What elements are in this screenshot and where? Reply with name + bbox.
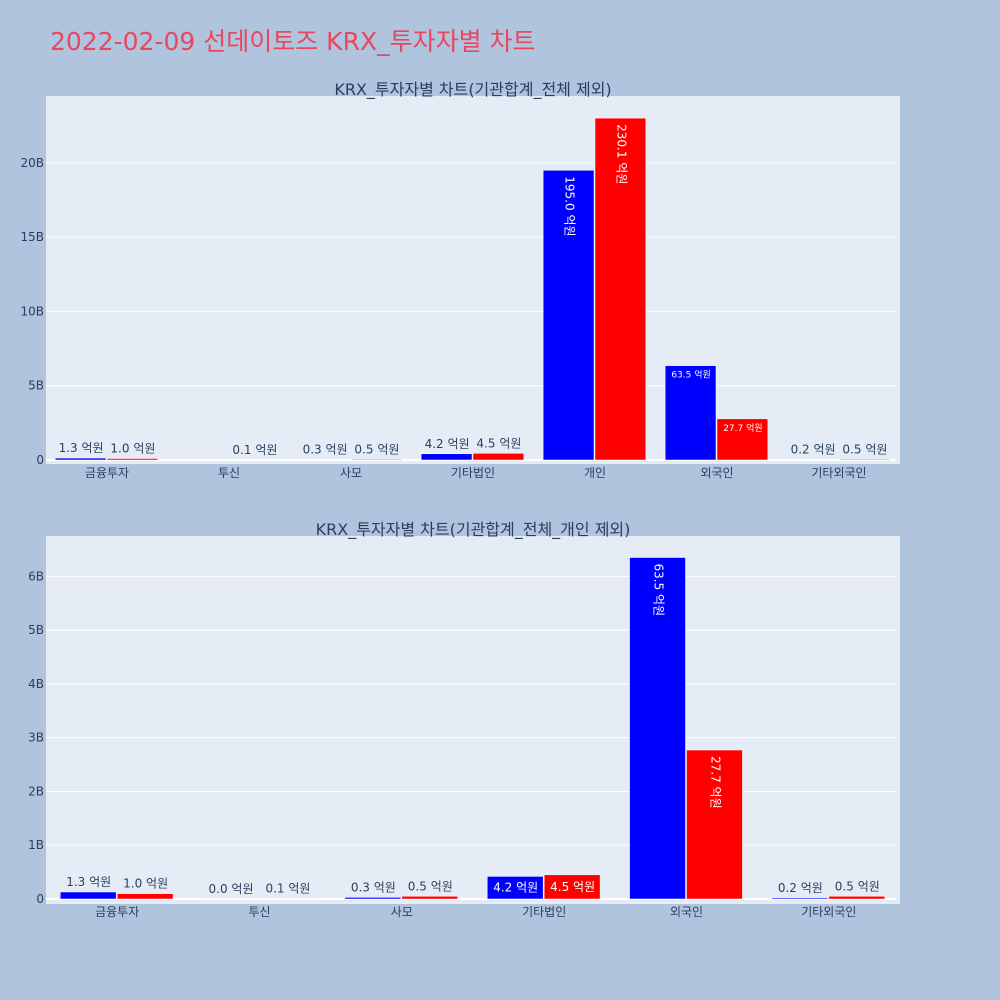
x-tick-label: 금융투자 (85, 466, 129, 480)
data-label: 1.3 억원 (59, 441, 104, 455)
bar-sell (259, 898, 316, 900)
data-label: 4.5 억원 (550, 880, 595, 894)
y-tick-label: 0 (36, 892, 44, 906)
x-tick-label: 금융투자 (95, 905, 139, 919)
x-tick-label: 투신 (218, 466, 240, 480)
bar-sell (106, 458, 159, 461)
data-label: 0.1 억원 (265, 881, 310, 895)
y-tick-label: 10B (20, 304, 44, 318)
x-tick-label: 기타외국인 (811, 466, 866, 480)
bar-buy (486, 876, 544, 900)
bar-sell (686, 749, 743, 900)
x-tick-label: 사모 (391, 905, 413, 919)
x-tick-label: 기타법인 (522, 905, 566, 919)
bar-buy (59, 891, 117, 900)
data-label: 1.0 억원 (123, 877, 168, 891)
x-tick-label: 사모 (340, 466, 362, 480)
y-tick-label: 0 (36, 453, 44, 467)
bar-buy (664, 365, 717, 461)
bar-buy (420, 453, 473, 461)
data-label: 0.3 억원 (351, 880, 396, 894)
bar-buy (542, 170, 595, 461)
x-tick-label: 외국인 (700, 466, 733, 480)
x-tick-label: 외국인 (670, 905, 703, 919)
x-tick-label: 개인 (584, 466, 606, 480)
data-label: 0.1 억원 (232, 443, 277, 457)
plot-area-top (46, 96, 900, 464)
y-tick-label: 2B (28, 784, 44, 798)
y-tick-label: 5B (28, 623, 44, 637)
x-tick-label: 기타외국인 (801, 905, 856, 919)
bar-sell (838, 459, 891, 461)
data-label: 0.2 억원 (791, 443, 836, 457)
bar-buy (176, 459, 229, 461)
chart-bottom: KRX_투자자별 차트(기관합계_전체_개인 제외) 0 1B 2B 3B 4B 5B 6B… (28, 520, 900, 919)
bar-sell (401, 896, 459, 900)
data-label: 4.2 억원 (493, 881, 538, 895)
bar-sell (472, 453, 525, 461)
y-tick-label: 1B (28, 838, 44, 852)
data-label: 1.0 억원 (110, 442, 155, 456)
data-label: 0.5 억원 (354, 442, 399, 456)
x-tick-label: 투신 (248, 905, 270, 919)
bar-buy (298, 459, 351, 461)
data-label: 0.5 억원 (835, 879, 880, 893)
bar-sell (228, 459, 281, 461)
y-tick-label: 6B (28, 569, 44, 583)
data-label: 63.5 억원 (652, 564, 666, 617)
data-label: 4.5 억원 (476, 436, 521, 450)
bar-sell (828, 896, 886, 900)
bar-sell (543, 874, 601, 900)
chart-title-bottom: KRX_투자자별 차트(기관합계_전체_개인 제외) (316, 520, 631, 540)
bar-sell (594, 117, 647, 461)
bar-buy (771, 897, 829, 900)
data-label: 1.3 억원 (66, 875, 111, 889)
chart-top: KRX_투자자별 차트(기관합계_전체 제외) 0 5B 10B 15B 20B 금융투자… (20, 80, 900, 480)
bar-buy (344, 897, 402, 900)
bar-buy (629, 557, 686, 900)
data-label: 195.0 억원 (563, 176, 577, 236)
bar-buy (202, 898, 259, 900)
x-tick-label: 기타법인 (451, 466, 495, 480)
data-label: 63.5 억원 (671, 369, 710, 381)
data-label: 4.2 억원 (425, 437, 470, 451)
data-label: 27.7 억원 (723, 422, 762, 434)
data-label: 27.7 억원 (708, 756, 722, 809)
chart-title-top: KRX_투자자별 차트(기관합계_전체 제외) (334, 80, 611, 100)
bar-buy (54, 457, 107, 461)
bar-sell (116, 893, 174, 900)
bar-sell (350, 459, 403, 461)
bar-buy (786, 459, 839, 461)
y-tick-label: 20B (20, 156, 44, 170)
data-label: 230.1 억원 (614, 124, 628, 184)
data-label: 0.3 억원 (303, 443, 348, 457)
bar-sell (716, 418, 769, 461)
page-title: 2022-02-09 선데이토즈 KRX_투자자별 차트 (50, 27, 536, 56)
y-tick-label: 4B (28, 677, 44, 691)
data-label: 0.5 억원 (408, 879, 453, 893)
y-tick-label: 5B (28, 379, 44, 393)
y-tick-label: 3B (28, 731, 44, 745)
data-label: 0.2 억원 (778, 881, 823, 895)
y-tick-label: 15B (20, 230, 44, 244)
data-label: 0.0 억원 (209, 882, 254, 896)
plot-area-bottom (46, 536, 900, 904)
data-label: 0.5 억원 (842, 442, 887, 456)
